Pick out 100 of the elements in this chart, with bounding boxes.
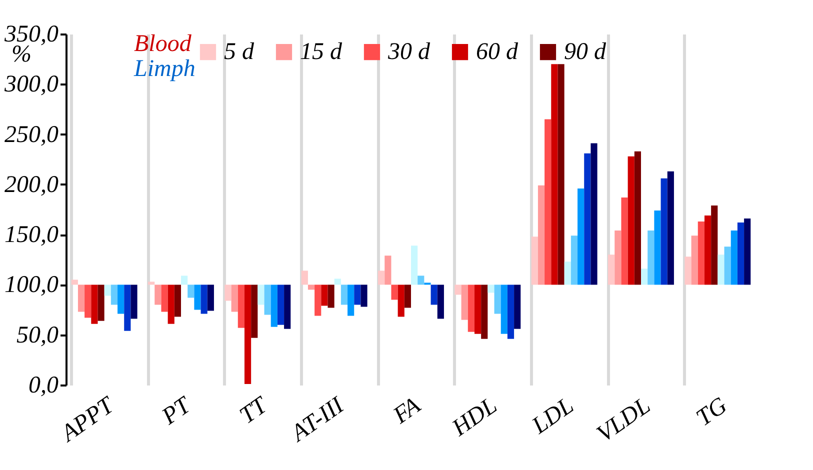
bar xyxy=(398,284,404,317)
annotation: Blood xyxy=(134,31,192,57)
bar xyxy=(404,284,411,308)
bar xyxy=(660,178,668,285)
bar xyxy=(648,230,654,285)
bar xyxy=(118,284,124,314)
bar xyxy=(258,284,264,305)
bar xyxy=(514,284,521,329)
bar xyxy=(354,284,361,305)
bar xyxy=(570,236,578,285)
bar xyxy=(628,156,634,285)
bar xyxy=(360,284,368,307)
bar xyxy=(730,230,738,285)
bar xyxy=(174,284,181,317)
legend-label: 90 d xyxy=(564,39,607,65)
bar xyxy=(308,284,315,290)
bar xyxy=(474,284,482,334)
annotation: Limph xyxy=(133,56,196,82)
bar xyxy=(200,284,208,314)
legend-label: 5 d xyxy=(224,39,255,65)
bar xyxy=(84,284,92,318)
bar xyxy=(584,153,591,285)
bar xyxy=(461,284,468,320)
bar xyxy=(71,280,78,285)
bar xyxy=(454,284,462,295)
bar xyxy=(98,284,104,321)
legend-label: 60 d xyxy=(476,39,519,65)
bar xyxy=(124,284,131,331)
bar xyxy=(481,284,488,339)
bar xyxy=(614,230,622,285)
bar xyxy=(91,284,98,324)
bar xyxy=(430,284,438,305)
bar xyxy=(551,64,558,285)
x-tick-label: LDL xyxy=(526,392,579,440)
bar xyxy=(301,270,308,285)
bar xyxy=(684,256,692,285)
y-tick-label: 150,0 xyxy=(4,222,58,248)
bar xyxy=(194,284,201,310)
y-tick-label: 50,0 xyxy=(16,322,58,348)
bar xyxy=(564,262,571,285)
bar xyxy=(590,143,598,285)
bar xyxy=(148,282,155,285)
legend-label: 30 d xyxy=(387,39,431,65)
bar xyxy=(704,216,712,285)
y-axis-title: % xyxy=(12,42,32,68)
bar xyxy=(328,284,334,308)
bar xyxy=(608,254,615,285)
bar xyxy=(238,284,244,328)
bar xyxy=(284,284,291,329)
bar xyxy=(188,284,194,298)
bar xyxy=(104,284,111,296)
bar xyxy=(698,222,704,285)
bar xyxy=(578,188,584,285)
bar xyxy=(558,64,564,285)
x-tick-label: HDL xyxy=(446,392,502,442)
bar xyxy=(391,284,398,300)
bar xyxy=(264,284,271,315)
bar xyxy=(634,151,641,285)
bar xyxy=(224,284,232,301)
bar xyxy=(718,254,724,285)
bar xyxy=(711,205,718,285)
bar xyxy=(321,284,328,306)
bar xyxy=(168,284,174,324)
bar xyxy=(384,256,392,285)
bar xyxy=(231,284,238,312)
bar xyxy=(737,222,744,285)
bar xyxy=(130,284,138,319)
bar xyxy=(244,284,252,384)
bar xyxy=(181,276,188,285)
x-tick-label: PT xyxy=(156,392,197,431)
y-tick-label: 200,0 xyxy=(4,172,58,198)
bar xyxy=(340,284,348,305)
bar xyxy=(110,284,118,305)
bar xyxy=(378,270,385,285)
bar xyxy=(437,284,444,319)
bar xyxy=(314,284,322,316)
x-tick-label: TG xyxy=(692,392,732,432)
bar xyxy=(411,246,418,285)
y-tick-label: 100,0 xyxy=(4,272,58,298)
bar xyxy=(78,284,85,312)
bar xyxy=(251,284,258,338)
bar xyxy=(500,284,508,334)
y-tick-label: 250,0 xyxy=(4,122,58,148)
bar xyxy=(544,119,552,285)
bar xyxy=(270,284,278,327)
bar xyxy=(691,236,698,285)
y-tick-label: 300,0 xyxy=(4,72,58,98)
bar xyxy=(654,210,661,285)
bar xyxy=(724,246,731,285)
bar xyxy=(621,197,628,285)
bar xyxy=(348,284,354,316)
y-tick-label: 0,0 xyxy=(28,372,58,398)
bar xyxy=(277,284,284,325)
bar xyxy=(494,284,501,314)
bar xyxy=(488,284,494,293)
x-tick-label: FA xyxy=(388,392,426,430)
legend-label: 15 d xyxy=(300,39,343,65)
bar xyxy=(538,185,545,285)
bar xyxy=(468,284,474,332)
bar xyxy=(154,284,162,305)
